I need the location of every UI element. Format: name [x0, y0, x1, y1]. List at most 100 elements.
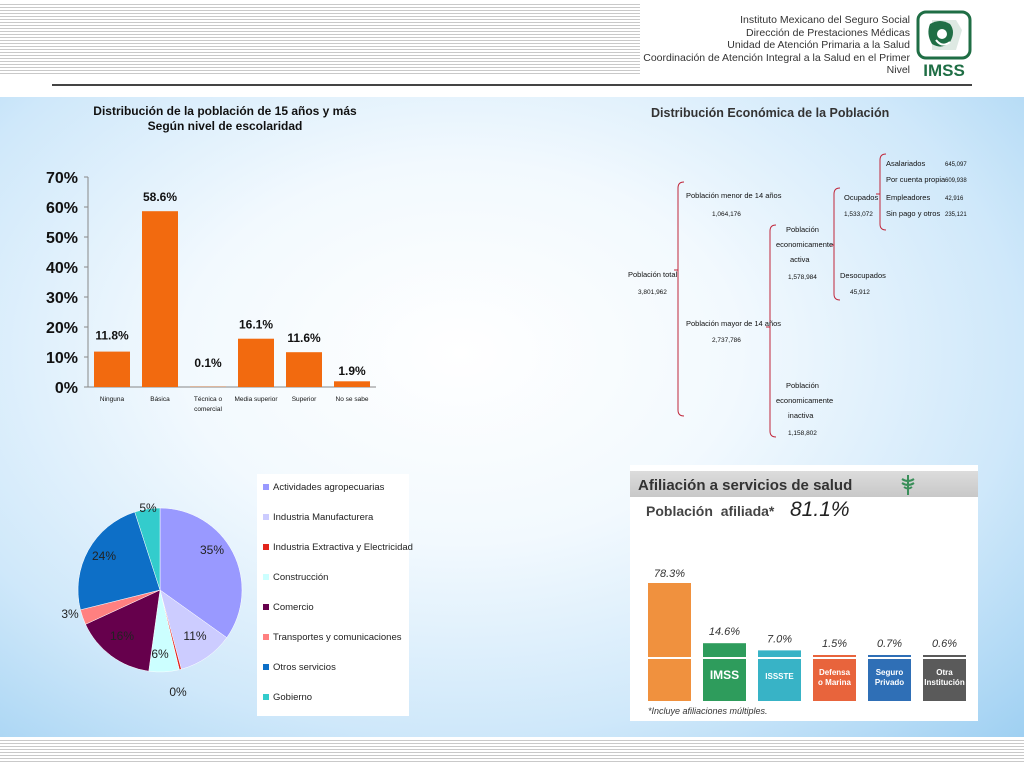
legend-label: Industria Manufacturera: [273, 512, 374, 523]
node-inactiva-l1: Población: [786, 381, 819, 390]
footer-stripe: [0, 743, 1024, 744]
affiliation-total: 81.1%: [790, 498, 850, 521]
affiliation-value-label: 78.3%: [654, 568, 685, 580]
header-line-5: Nivel: [886, 64, 910, 76]
header-stripe: [0, 40, 640, 41]
affiliation-title: Afiliación a servicios de salud: [638, 477, 853, 494]
header-text: Instituto Mexicano del Seguro Social Dir…: [490, 14, 910, 77]
node-desocupados-label: Desocupados: [840, 271, 886, 280]
legend-item: Construcción: [263, 572, 328, 583]
pie-slice-label: 16%: [110, 629, 134, 643]
imss-logo: IMSS: [916, 10, 972, 80]
legend-item: Industria Extractiva y Electricidad: [263, 542, 413, 553]
y-tick-label: 20%: [46, 320, 78, 337]
node-activa-l1: Población: [786, 225, 819, 234]
bar-value-label: 0.1%: [194, 356, 222, 370]
header-divider: [52, 84, 972, 86]
pie-slice: [77, 511, 161, 611]
header-stripe: [0, 70, 640, 71]
y-tick-label: 60%: [46, 200, 78, 217]
legend-label: Transportes y comunicaciones: [273, 632, 402, 643]
economic-diagram-title: Distribución Económica de la Población: [651, 106, 890, 120]
header-stripe: [0, 52, 640, 53]
affiliation-logo-tile: [813, 659, 856, 701]
affiliation-logo-tile: [923, 659, 966, 701]
y-tick-label: 30%: [46, 290, 78, 307]
pie-slice-label: 24%: [92, 549, 116, 563]
bar: [238, 338, 274, 387]
bar: [334, 381, 370, 387]
header-stripe: [0, 49, 640, 50]
legend-label: Otros servicios: [273, 662, 336, 673]
footer-stripe: [0, 740, 1024, 741]
legend-swatch: [263, 514, 269, 521]
header-stripe: [0, 31, 640, 32]
affiliation-tile-text: ISSSTE: [765, 672, 794, 681]
bar: [142, 211, 178, 387]
legend-item: Comercio: [263, 602, 314, 613]
legend-swatch: [263, 664, 269, 671]
header-stripe: [0, 25, 640, 26]
affiliation-bar: [923, 655, 966, 657]
caduceus-icon: [901, 475, 915, 495]
x-tick-label: Media superior: [235, 396, 279, 403]
education-bar-chart: 0% 10% 20% 30% 40% 50% 60% 70% 11.8% Ninguna 58.6%…: [46, 170, 376, 413]
education-chart-title-line2: Según nivel de escolaridad: [147, 119, 303, 133]
affiliation-value-label: 7.0%: [767, 633, 792, 645]
leaf-value-1: 609,938: [945, 178, 967, 184]
header-stripe: [0, 7, 640, 8]
affiliation-logo-tile: [648, 659, 691, 701]
header-line-4: Coordinación de Atención Integral a la S…: [643, 51, 910, 64]
affiliation-logo-tile: [703, 659, 746, 701]
node-ocupados-value: 1,533,072: [844, 211, 873, 218]
bracket-total: [677, 181, 685, 417]
economic-activity-pie-chart: 35% 11% 0% 6% 16% 3% 24% 5%: [61, 501, 243, 699]
node-inactiva-value: 1,158,802: [788, 430, 817, 437]
affiliation-title-band: [630, 471, 978, 497]
header-stripe: [0, 73, 640, 74]
legend-label: Comercio: [273, 602, 314, 613]
affiliation-bar: [703, 643, 746, 657]
legend-swatch: [263, 574, 269, 581]
x-tick-label: Superior: [292, 396, 317, 403]
node-total-value: 3,801,962: [638, 289, 667, 296]
legend-label: Actividades agropecuarias: [273, 482, 385, 493]
legend-item: Gobierno: [263, 692, 312, 703]
legend-swatch: [263, 634, 269, 641]
x-tick-label: Ninguna: [100, 396, 125, 403]
bar-value-label: 11.6%: [287, 331, 321, 345]
header-stripe: [0, 13, 640, 14]
affiliation-bar: [758, 650, 801, 657]
header-stripe: [0, 43, 640, 44]
y-tick-label: 40%: [46, 260, 78, 277]
pie-slice: [134, 507, 161, 591]
x-tick-label: comercial: [194, 406, 222, 413]
header-line-2: Dirección de Prestaciones Médicas: [746, 26, 910, 39]
header-stripe: [0, 61, 640, 62]
node-menor-label: Población menor de 14 años: [686, 191, 782, 200]
footer-stripe: [0, 758, 1024, 759]
header-stripe: [0, 64, 640, 65]
legend-item: Industria Manufacturera: [263, 512, 373, 523]
affiliation-logo-tile: [868, 659, 911, 701]
leaf-label-0: Asalariados: [886, 159, 925, 168]
header-stripe: [0, 28, 640, 29]
footer-stripe: [0, 749, 1024, 750]
education-chart-title: Distribución de la población de 15 años …: [80, 104, 370, 134]
node-inactiva-l2: economicamente: [776, 396, 833, 405]
pie-slice-label: 11%: [183, 629, 206, 643]
bracket-mayor: [769, 224, 777, 438]
header-line-1: Instituto Mexicano del Seguro Social: [740, 14, 910, 26]
legend-swatch: [263, 604, 269, 611]
affiliation-value-label: 14.6%: [709, 626, 740, 638]
affiliation-bar: [813, 655, 856, 657]
node-ocupados-label: Ocupados: [844, 193, 878, 202]
affiliation-bar: [868, 655, 911, 657]
y-tick-label: 70%: [46, 170, 78, 187]
leaf-label-1: Por cuenta propia: [886, 175, 946, 184]
bar-value-label: 16.1%: [239, 318, 273, 332]
node-desocupados-value: 45,912: [850, 289, 870, 296]
node-activa-value: 1,578,984: [788, 274, 817, 281]
affiliation-value-label: 0.7%: [877, 638, 902, 650]
